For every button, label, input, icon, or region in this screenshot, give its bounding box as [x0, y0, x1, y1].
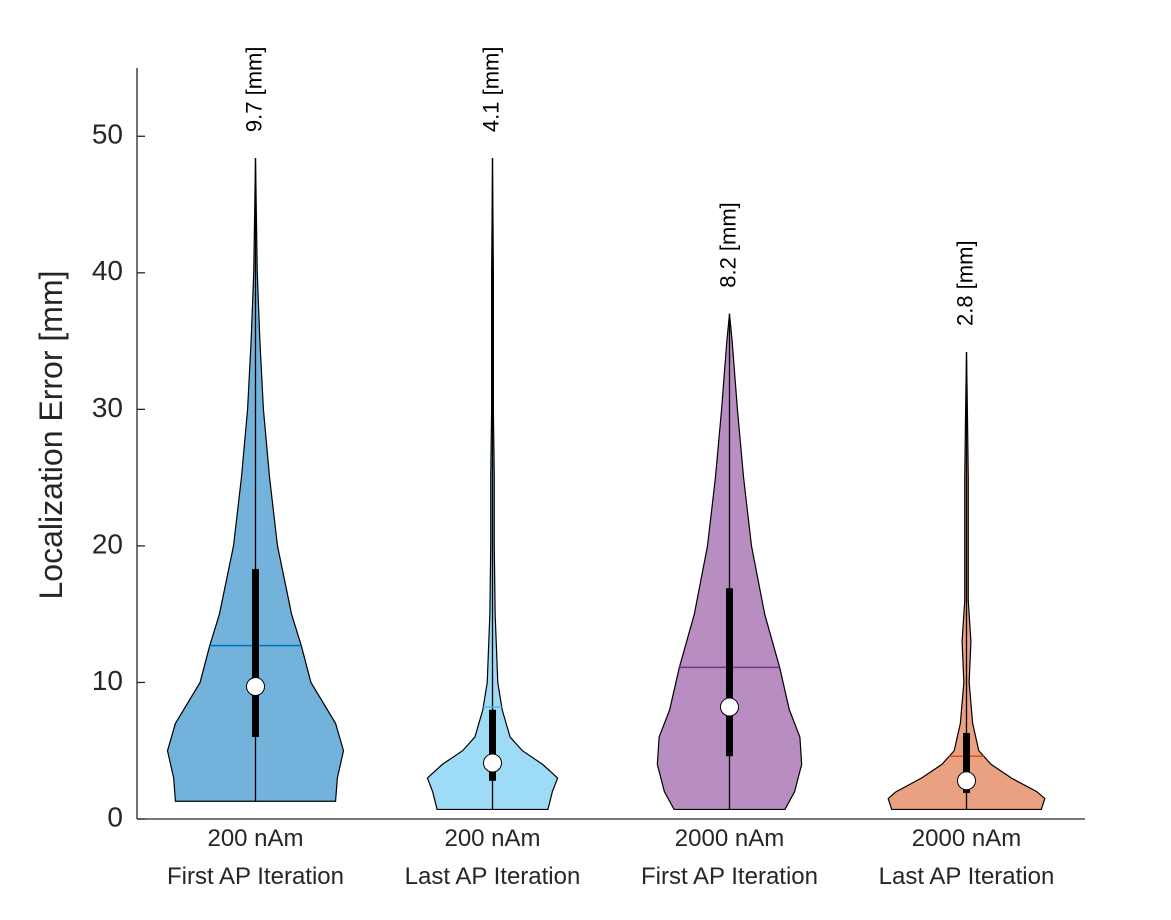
y-tick-label: 0 — [107, 801, 123, 832]
median-label: 2.8 [mm] — [952, 240, 977, 326]
x-tick-label: 200 nAm — [207, 825, 303, 852]
x-tick-label: 2000 nAm — [912, 825, 1021, 852]
y-tick-label: 30 — [92, 392, 123, 423]
y-tick-label: 50 — [92, 119, 123, 150]
x-tick-label: Last AP Iteration — [405, 863, 581, 890]
median-label: 8.2 [mm] — [715, 202, 740, 288]
median — [720, 697, 739, 717]
box — [963, 732, 970, 794]
box — [252, 569, 259, 738]
box — [726, 588, 733, 757]
y-axis-label: Localization Error [mm] — [33, 271, 69, 600]
x-tick-label: First AP Iteration — [167, 863, 344, 890]
median — [957, 771, 976, 791]
x-tick-label: 2000 nAm — [675, 825, 784, 852]
x-tick-label: Last AP Iteration — [879, 863, 1055, 890]
x-tick-label: First AP Iteration — [641, 863, 818, 890]
y-tick-label: 40 — [92, 255, 123, 286]
box — [489, 709, 496, 781]
median-label: 4.1 [mm] — [478, 47, 503, 133]
x-tick-label: 200 nAm — [444, 825, 540, 852]
median-label: 9.7 [mm] — [241, 47, 266, 133]
y-tick-label: 10 — [92, 665, 123, 696]
y-tick-label: 20 — [92, 528, 123, 559]
median — [246, 677, 265, 697]
median — [483, 753, 502, 773]
